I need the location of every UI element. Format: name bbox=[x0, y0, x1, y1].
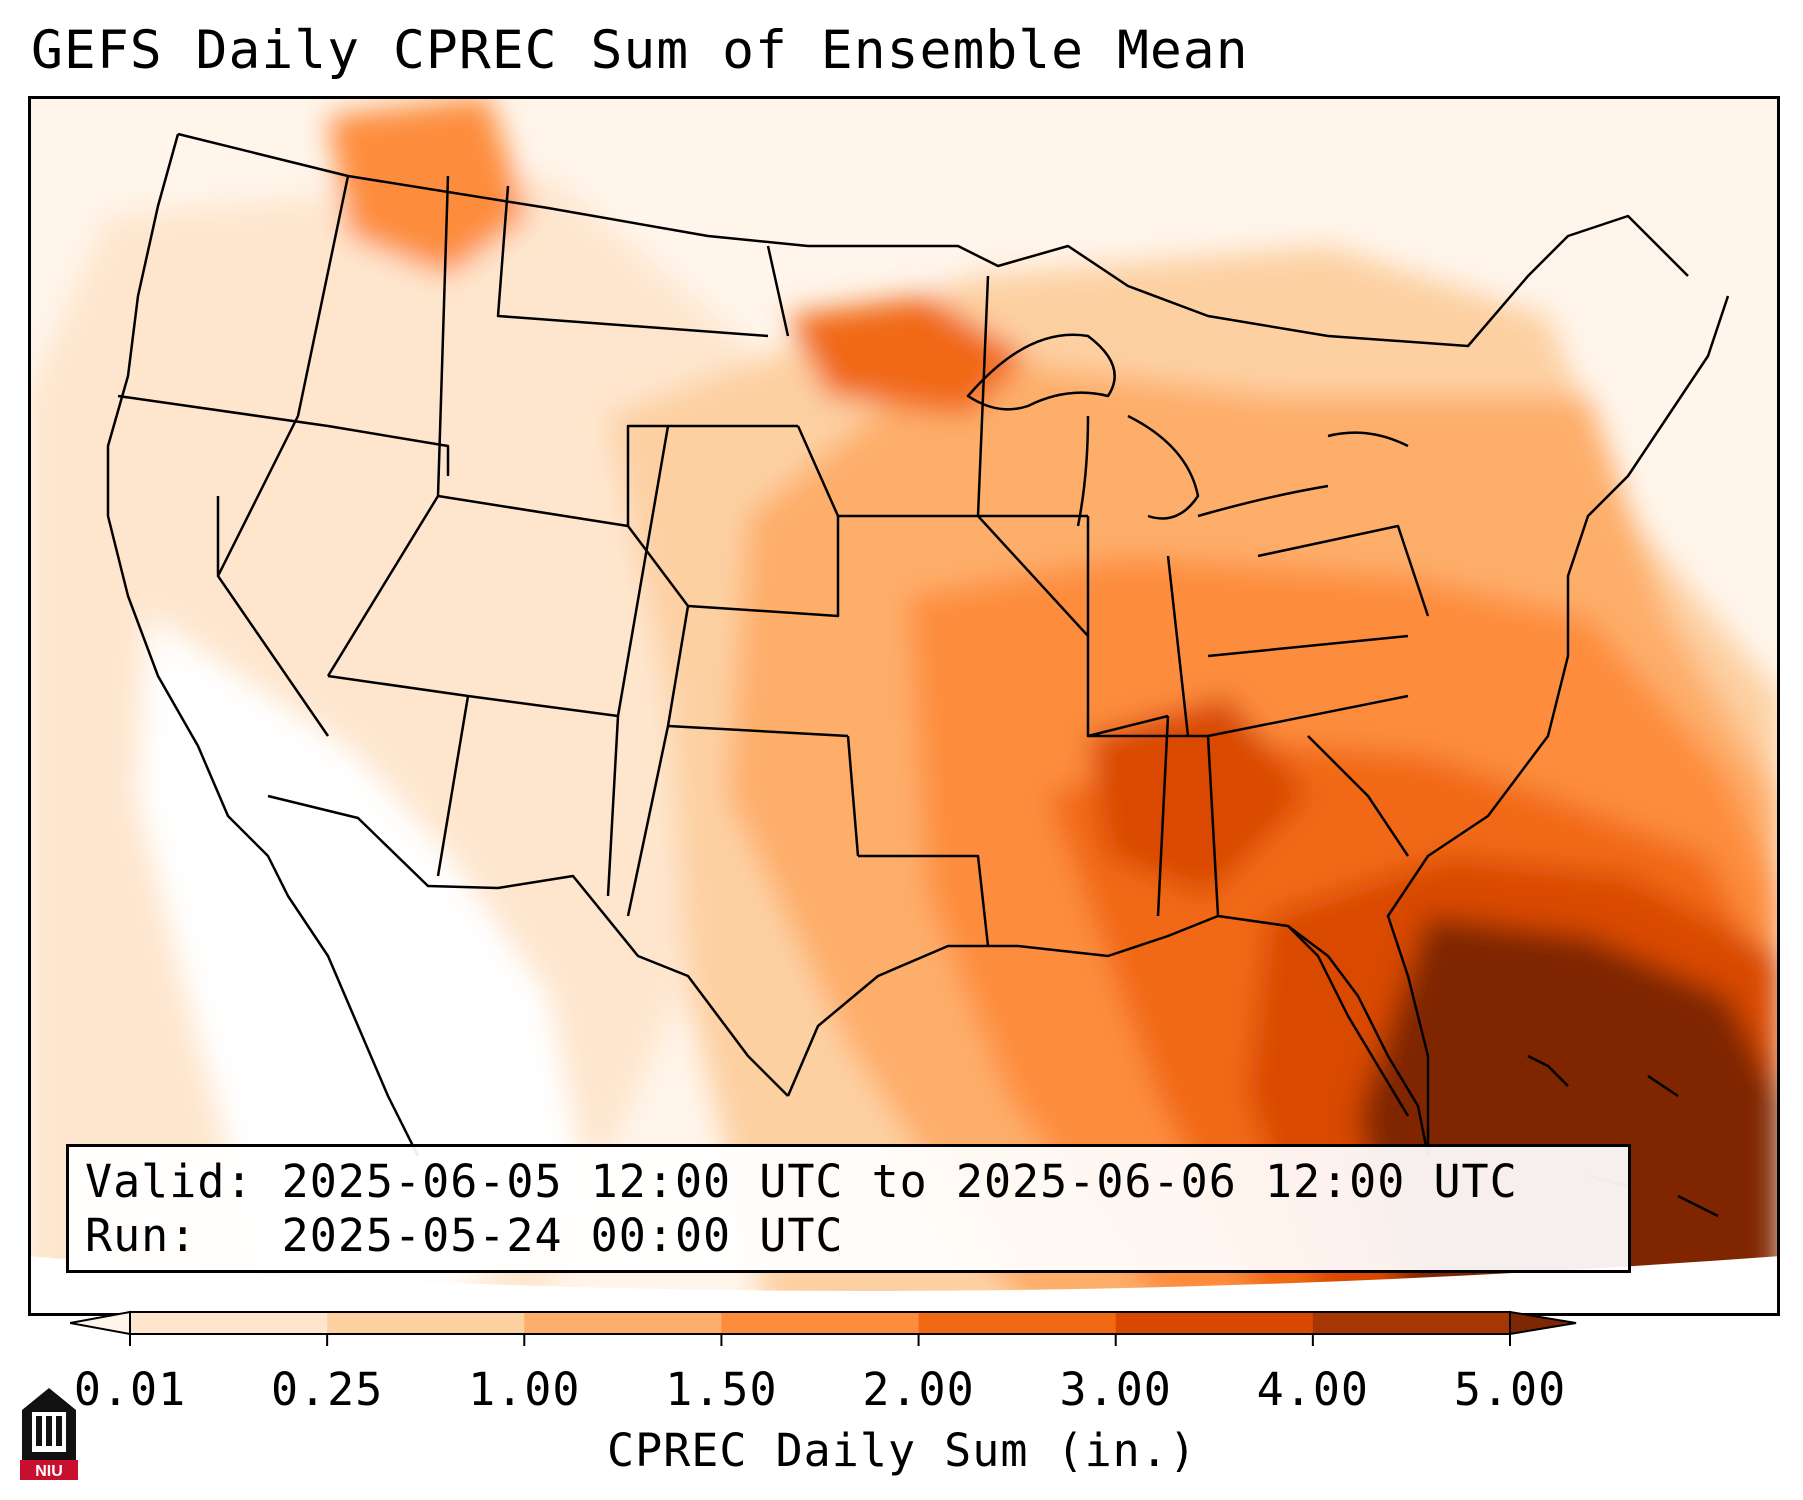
colorbar-segment bbox=[721, 1312, 920, 1334]
colorbar-segment bbox=[1115, 1312, 1314, 1334]
us-canada-border bbox=[177, 132, 1689, 348]
colorbar-tick-label: 1.00 bbox=[468, 1363, 581, 1416]
colorbar-tick-label: 0.25 bbox=[270, 1363, 384, 1416]
atlantic-coast bbox=[1386, 295, 1730, 1156]
state-lines-east bbox=[838, 275, 1430, 917]
colorbar-tick-label: 3.00 bbox=[1059, 1363, 1172, 1416]
colorbar-label: CPREC Daily Sum (in.) bbox=[607, 1424, 1197, 1477]
colorbar-segment bbox=[1312, 1312, 1511, 1334]
colorbar-segment bbox=[327, 1312, 525, 1334]
colorbar-tick-label: 1.50 bbox=[665, 1363, 778, 1416]
boundaries bbox=[106, 132, 1730, 1157]
us-mexico-border bbox=[267, 794, 789, 1097]
run-value: 2025-05-24 00:00 UTC bbox=[281, 1209, 844, 1262]
precipitation-map bbox=[28, 96, 1780, 1316]
precip-southwest-none bbox=[138, 616, 588, 1296]
state-lines-west bbox=[117, 175, 670, 897]
run-line: Run: 2025-05-24 00:00 UTC bbox=[85, 1209, 844, 1262]
caribbean-islands bbox=[1527, 1054, 1719, 1218]
run-label: Run: bbox=[85, 1209, 198, 1262]
pacific-coast bbox=[106, 133, 420, 1157]
colorbar-tick-label: 5.00 bbox=[1453, 1363, 1567, 1416]
florida-outline bbox=[1287, 925, 1410, 1117]
colorbar-extend-high bbox=[1509, 1310, 1577, 1336]
colorbar-segment bbox=[524, 1312, 722, 1334]
projection-edge bbox=[28, 1256, 1780, 1316]
chart-title: GEFS Daily CPREC Sum of Ensemble Mean bbox=[31, 20, 1249, 81]
valid-line: Valid: 2025-06-05 12:00 UTC to 2025-06-0… bbox=[85, 1155, 1518, 1208]
valid-label: Valid: bbox=[85, 1155, 254, 1208]
colorbar-frame bbox=[129, 1311, 1511, 1335]
colorbar-tick-label: 2.00 bbox=[862, 1363, 975, 1416]
niu-logo: NIU bbox=[20, 1388, 78, 1480]
logo-text: NIU bbox=[35, 1463, 63, 1480]
precip-north-band bbox=[328, 96, 528, 276]
colorbar-tick-label: 4.00 bbox=[1256, 1363, 1370, 1416]
state-lines-central bbox=[496, 185, 990, 947]
colorbar-segment bbox=[918, 1312, 1117, 1334]
great-lakes bbox=[966, 333, 1409, 527]
gulf-coast bbox=[786, 914, 1430, 1157]
colorbar-extend-low bbox=[70, 1310, 131, 1336]
valid-value: 2025-06-05 12:00 UTC to 2025-06-06 12:00… bbox=[281, 1155, 1518, 1208]
precip-midsouth bbox=[1088, 696, 1308, 896]
colorbar bbox=[70, 1310, 1577, 1346]
colorbar-tick-label: 0.01 bbox=[73, 1363, 187, 1416]
colorbar-segment bbox=[130, 1312, 328, 1334]
info-box: Valid: 2025-06-05 12:00 UTC to 2025-06-0… bbox=[66, 1144, 1631, 1273]
precip-dakotas bbox=[788, 296, 1028, 416]
